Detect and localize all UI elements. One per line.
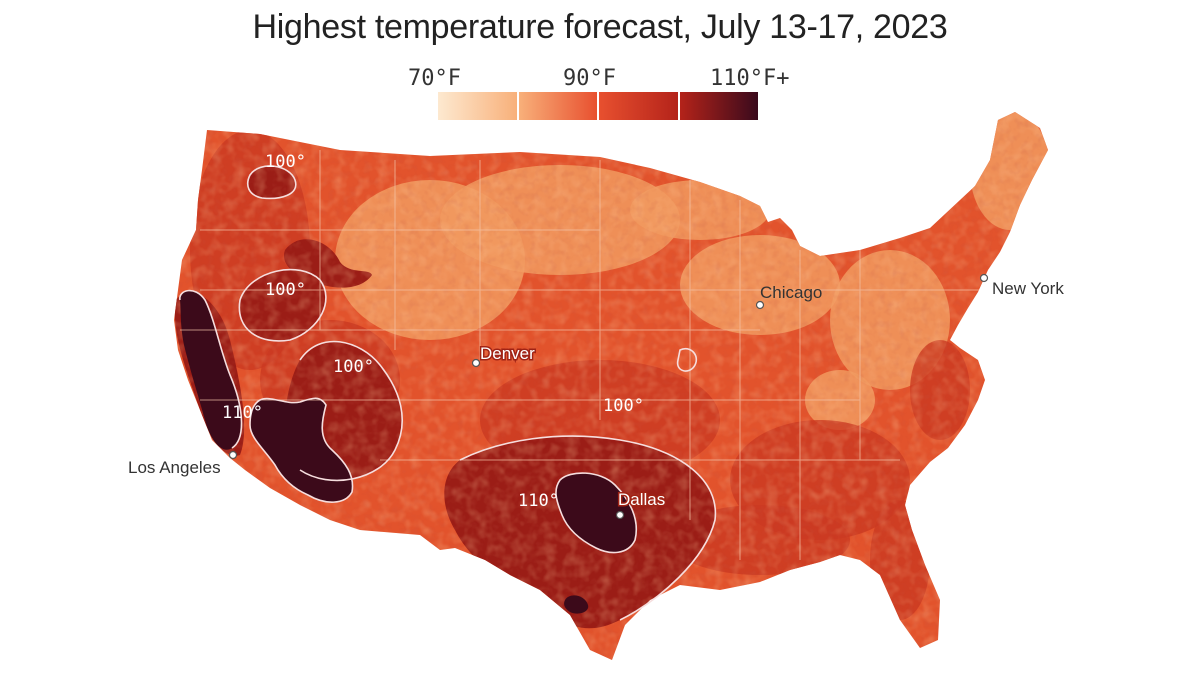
city-dallas: Dallas xyxy=(615,489,667,520)
legend-segment-4 xyxy=(679,92,758,120)
heat-field xyxy=(174,112,1048,660)
contour-label-110-texas: 110° xyxy=(518,491,559,511)
contour-label-100-nevada: 100° xyxy=(265,280,306,300)
state-boundaries xyxy=(180,150,980,560)
city-chicago: Chicago xyxy=(755,283,822,310)
city-label-new-york: New York xyxy=(992,279,1064,298)
city-marker xyxy=(471,358,481,368)
city-label-denver: Denver xyxy=(480,344,535,363)
legend-segment-3 xyxy=(599,92,680,120)
chart-title: Highest temperature forecast, July 13-17… xyxy=(252,8,948,46)
isotherm-contours xyxy=(179,165,717,621)
city-denver: Denver xyxy=(471,343,537,368)
legend-segment-2 xyxy=(518,92,599,120)
city-marker xyxy=(228,450,238,460)
city-label-chicago: Chicago xyxy=(760,283,822,302)
city-label-dallas: Dallas xyxy=(618,490,665,509)
legend-segment-1 xyxy=(438,92,519,120)
city-los-angeles: Los Angeles xyxy=(128,450,238,477)
contour-label-100-oklahoma: 100° xyxy=(603,396,644,416)
legend-label-90: 90°F xyxy=(563,66,616,91)
legend-label-110: 110°F+ xyxy=(710,66,790,91)
city-marker xyxy=(755,300,765,310)
contour-label-100-utah: 100° xyxy=(333,357,374,377)
contour-label-110-california: 110° xyxy=(222,403,263,423)
city-new-york: New York xyxy=(979,273,1064,298)
legend-label-70: 70°F xyxy=(408,66,461,91)
city-marker xyxy=(615,510,625,520)
temperature-legend: 70°F 90°F 110°F+ xyxy=(0,62,1200,122)
contour-label-100-oregon: 100° xyxy=(265,152,306,172)
legend-color-bar xyxy=(438,92,758,120)
city-marker xyxy=(979,273,989,283)
city-label-los-angeles: Los Angeles xyxy=(128,458,221,477)
